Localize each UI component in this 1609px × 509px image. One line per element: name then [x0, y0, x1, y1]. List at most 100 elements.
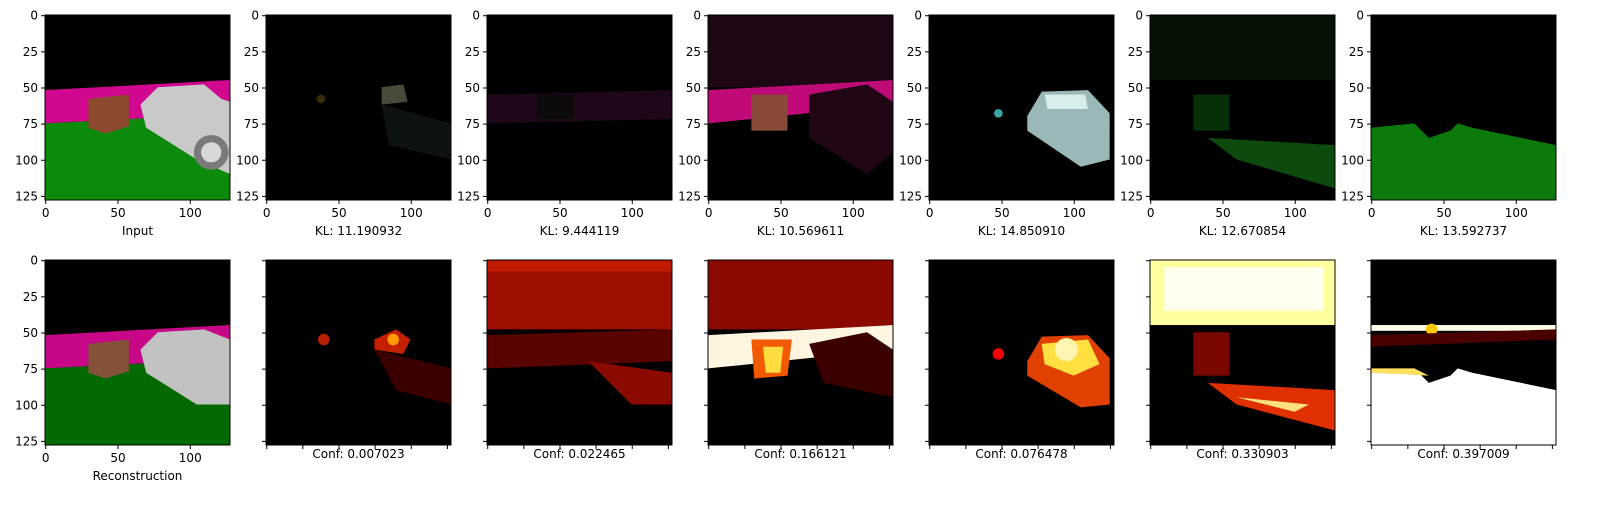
- y-tick-label: 25: [465, 45, 480, 59]
- axes-frame: [486, 14, 673, 201]
- x-tick-label: 0: [1368, 206, 1376, 220]
- image-background: [266, 15, 451, 200]
- y-tick-label: 75: [465, 117, 480, 131]
- image-panel: Conf: 0.397009: [1367, 259, 1557, 461]
- image-region: [1371, 123, 1556, 200]
- panel-caption: Conf: 0.330903: [1196, 447, 1288, 461]
- image-panel: Conf: 0.076478: [925, 259, 1115, 461]
- axes-frame: [44, 259, 231, 446]
- y-tick-label: 100: [1341, 153, 1364, 167]
- image-region: [1425, 323, 1438, 336]
- image-panel: Conf: 0.007023: [262, 259, 452, 461]
- image-region: [588, 361, 672, 405]
- x-tick-label: 0: [926, 206, 934, 220]
- y-tick-label: 0: [472, 9, 480, 23]
- y-tick-label: 50: [1128, 81, 1143, 95]
- image-region: [1193, 332, 1230, 376]
- y-tick-label: 50: [1349, 81, 1364, 95]
- y-tick-label: 25: [244, 45, 259, 59]
- y-tick-label: 0: [1356, 9, 1364, 23]
- image-region: [1164, 267, 1324, 311]
- image-region: [487, 329, 672, 369]
- image-region: [1207, 137, 1335, 189]
- image-panel: 0 25 50 75 100 125 0 50 100 KL: 10.569611: [678, 9, 894, 238]
- image-region: [88, 339, 129, 379]
- y-tick-label: 50: [907, 81, 922, 95]
- x-tick-label: 100: [1063, 206, 1086, 220]
- panel-caption: Conf: 0.397009: [1417, 447, 1509, 461]
- x-tick-label: 100: [179, 206, 202, 220]
- panel-caption: KL: 9.444119: [540, 224, 620, 238]
- y-tick-label: 0: [914, 9, 922, 23]
- image-region: [708, 15, 893, 88]
- image-region: [708, 260, 893, 330]
- y-tick-label: 50: [23, 81, 38, 95]
- x-tick-label: 50: [1215, 206, 1230, 220]
- y-tick-label: 25: [1349, 45, 1364, 59]
- y-tick-label: 25: [23, 290, 38, 304]
- x-tick-label: 100: [400, 206, 423, 220]
- image-panel: 0 25 50 75 100 125 0 50 100 Reconstruction: [15, 254, 231, 483]
- y-tick-label: 25: [907, 45, 922, 59]
- y-tick-label: 125: [236, 189, 259, 203]
- x-tick-label: 50: [1436, 206, 1451, 220]
- image-region: [88, 94, 129, 134]
- x-tick-label: 50: [552, 206, 567, 220]
- x-tick-label: 0: [263, 206, 271, 220]
- image-region: [316, 94, 326, 104]
- x-tick-label: 0: [42, 206, 50, 220]
- x-tick-label: 100: [842, 206, 865, 220]
- image-region: [537, 94, 574, 120]
- image-region: [487, 260, 672, 272]
- y-tick-label: 50: [244, 81, 259, 95]
- x-tick-label: 0: [42, 451, 50, 465]
- y-tick-label: 0: [30, 254, 38, 268]
- image-region: [1371, 368, 1429, 376]
- axes-frame: [1149, 259, 1336, 446]
- image-panel: 0 25 50 75 100 125 0 50 100 Input: [15, 9, 231, 238]
- x-tick-label: 100: [1505, 206, 1528, 220]
- y-tick-label: 0: [251, 9, 259, 23]
- x-tick-label: 0: [484, 206, 492, 220]
- image-region: [381, 84, 408, 105]
- y-tick-label: 100: [899, 153, 922, 167]
- x-tick-label: 50: [773, 206, 788, 220]
- image-region: [1207, 382, 1335, 431]
- x-tick-label: 50: [331, 206, 346, 220]
- y-tick-label: 75: [1349, 117, 1364, 131]
- image-region: [201, 142, 222, 163]
- image-region: [140, 329, 230, 405]
- axes-frame: [707, 259, 894, 446]
- image-background: [266, 260, 451, 445]
- panel-caption: KL: 13.592737: [1420, 224, 1507, 238]
- y-tick-label: 100: [15, 398, 38, 412]
- y-tick-label: 0: [30, 9, 38, 23]
- panel-caption: Conf: 0.022465: [533, 447, 625, 461]
- y-tick-label: 125: [15, 434, 38, 448]
- y-tick-label: 100: [457, 153, 480, 167]
- y-tick-label: 100: [236, 153, 259, 167]
- y-tick-label: 75: [23, 362, 38, 376]
- x-tick-label: 0: [1147, 206, 1155, 220]
- y-tick-label: 125: [1120, 189, 1143, 203]
- y-tick-label: 0: [1135, 9, 1143, 23]
- image-region: [994, 108, 1003, 118]
- y-tick-label: 75: [907, 117, 922, 131]
- axes-frame: [1149, 14, 1336, 201]
- y-tick-label: 75: [686, 117, 701, 131]
- image-region: [1150, 15, 1335, 81]
- image-region: [318, 333, 330, 346]
- image-panel: 0 25 50 75 100 125 0 50 100 KL: 12.670854: [1120, 9, 1336, 238]
- y-tick-label: 25: [23, 45, 38, 59]
- panel-caption: KL: 14.850910: [978, 224, 1065, 238]
- axes-frame: [928, 14, 1115, 201]
- x-tick-label: 50: [994, 206, 1009, 220]
- x-tick-label: 100: [1284, 206, 1307, 220]
- y-tick-label: 50: [23, 326, 38, 340]
- panel-caption: Reconstruction: [93, 469, 183, 483]
- image-region: [992, 348, 1005, 360]
- panel-caption: KL: 11.190932: [315, 224, 402, 238]
- axes-frame: [44, 14, 231, 201]
- y-tick-label: 75: [244, 117, 259, 131]
- y-tick-label: 125: [15, 189, 38, 203]
